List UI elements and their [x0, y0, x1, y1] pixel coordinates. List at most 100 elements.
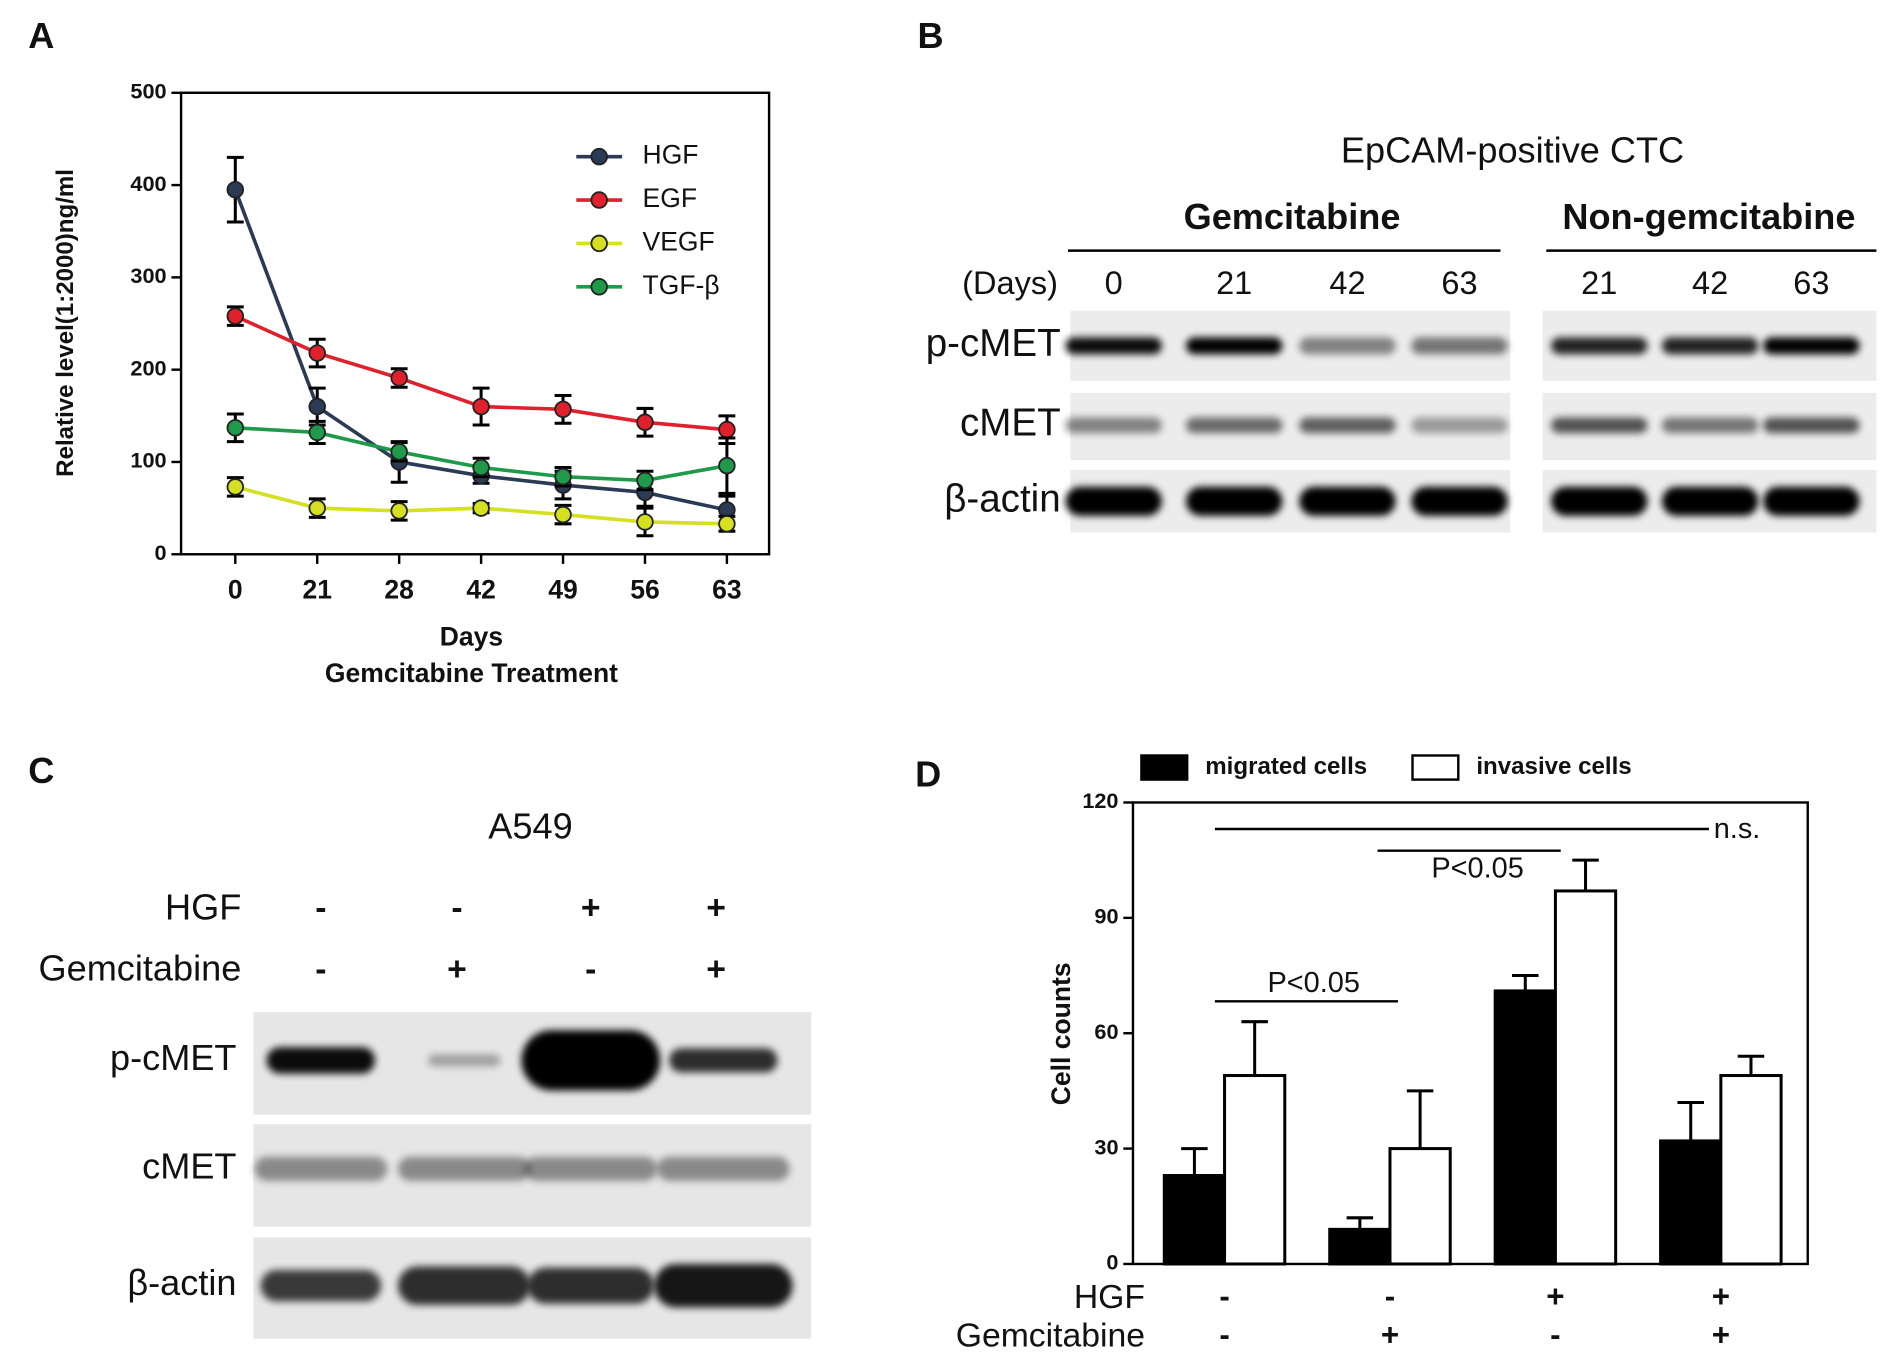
condition-sign: - — [315, 889, 326, 927]
blot-band — [1763, 417, 1860, 434]
condition-sign: + — [1712, 1318, 1730, 1353]
annotation: P<0.05 — [1267, 967, 1359, 999]
blot-band — [669, 1048, 778, 1073]
bar — [1493, 989, 1557, 1266]
x-tick-label: 49 — [548, 575, 577, 605]
error-bar — [1241, 1020, 1268, 1076]
legend-label: VEGF — [643, 226, 715, 256]
blot-title: EpCAM-positive CTC — [1341, 130, 1684, 171]
condition-sign: + — [706, 889, 726, 927]
marker — [226, 478, 245, 496]
marker — [226, 180, 245, 199]
blot-band — [1763, 337, 1860, 355]
x-axis-label: Days — [440, 622, 503, 652]
row-label: cMET — [142, 1145, 236, 1186]
x-tick-label: 63 — [712, 575, 741, 605]
bar — [1162, 1174, 1227, 1266]
x-tick-label: 56 — [630, 575, 659, 605]
panel-label: C — [28, 750, 54, 791]
y-tick-label: 60 — [1094, 1019, 1118, 1044]
lane-label: 0 — [1105, 265, 1123, 301]
group-label: Non-gemcitabine — [1562, 196, 1855, 237]
condition-sign: + — [1712, 1279, 1730, 1314]
y-axis-label: Cell counts — [1046, 962, 1076, 1105]
y-tick-label: 120 — [1082, 788, 1118, 813]
legend-swatch — [1411, 754, 1460, 781]
legend-marker — [590, 234, 608, 253]
blot-band — [1551, 337, 1648, 355]
error-bar — [1677, 1100, 1704, 1141]
bar — [1328, 1227, 1392, 1266]
condition-sign: - — [1385, 1279, 1395, 1314]
y-tick-label: 200 — [130, 355, 166, 380]
blot-band — [521, 1030, 661, 1091]
blot-band — [654, 1263, 793, 1308]
condition-sign: + — [1546, 1279, 1564, 1314]
group-label: Gemcitabine — [1184, 196, 1401, 237]
legend-label: TGF-β — [643, 270, 720, 300]
x-tick-label: 0 — [228, 575, 243, 605]
legend-marker — [590, 147, 608, 166]
blot-band — [260, 1269, 382, 1302]
y-tick-label: 0 — [155, 540, 167, 565]
blot-band — [397, 1156, 531, 1181]
marker — [226, 307, 245, 325]
blot-band — [1661, 417, 1759, 434]
marker — [718, 456, 736, 475]
blot-band — [1299, 417, 1396, 434]
y-axis-label: Relative level(1:2000)ng/ml — [52, 169, 79, 477]
blot-band — [1551, 486, 1648, 516]
legend-label: migrated cells — [1205, 753, 1367, 780]
blot-band — [1185, 417, 1283, 434]
legend-swatch — [1140, 754, 1189, 781]
y-tick-label: 0 — [1106, 1250, 1118, 1275]
legend-label: EGF — [643, 183, 697, 213]
condition-sign: - — [1219, 1279, 1229, 1314]
blot-band — [1411, 337, 1508, 355]
condition-sign: - — [451, 889, 462, 927]
condition-label: HGF — [165, 886, 241, 927]
panel-label: D — [915, 754, 941, 795]
marker — [308, 344, 326, 362]
condition-label: HGF — [1074, 1278, 1145, 1316]
bar — [1223, 1074, 1287, 1266]
blot-band — [1299, 486, 1396, 516]
condition-sign: + — [1381, 1318, 1399, 1353]
plot-frame — [1131, 801, 1809, 1266]
blot-band — [1661, 486, 1759, 516]
legend-label: HGF — [643, 140, 699, 170]
bar — [1388, 1147, 1452, 1266]
error-bar — [1346, 1216, 1374, 1230]
y-tick-label: 500 — [130, 79, 166, 104]
blot-band — [1551, 417, 1648, 434]
y-tick-label: 100 — [130, 448, 166, 473]
y-tick-label: 400 — [130, 171, 166, 196]
marker — [554, 468, 572, 486]
marker — [554, 400, 572, 419]
blot-band — [428, 1054, 501, 1067]
lane-label: 42 — [1692, 265, 1728, 301]
marker — [308, 499, 326, 517]
marker — [472, 458, 490, 477]
y-tick-label: 300 — [130, 263, 166, 288]
blot-band — [266, 1047, 376, 1074]
blot-band — [524, 1156, 658, 1181]
condition-label: Gemcitabine — [39, 948, 242, 989]
row-label: cMET — [960, 402, 1061, 445]
marker — [636, 513, 654, 531]
lane-label: 42 — [1329, 265, 1365, 301]
marker — [390, 369, 408, 387]
row-label: β-actin — [944, 477, 1060, 520]
legend-marker — [590, 191, 608, 209]
marker — [390, 502, 408, 520]
error-bar — [1572, 858, 1599, 891]
x-tick-label: 42 — [466, 575, 495, 605]
blot-band — [1763, 486, 1860, 516]
blot-band — [1065, 417, 1162, 434]
x-tick-label: 21 — [302, 575, 331, 605]
panel-label: A — [28, 15, 54, 56]
marker — [308, 423, 326, 442]
row-label: p-cMET — [110, 1037, 236, 1078]
lane-label: 63 — [1441, 265, 1477, 301]
